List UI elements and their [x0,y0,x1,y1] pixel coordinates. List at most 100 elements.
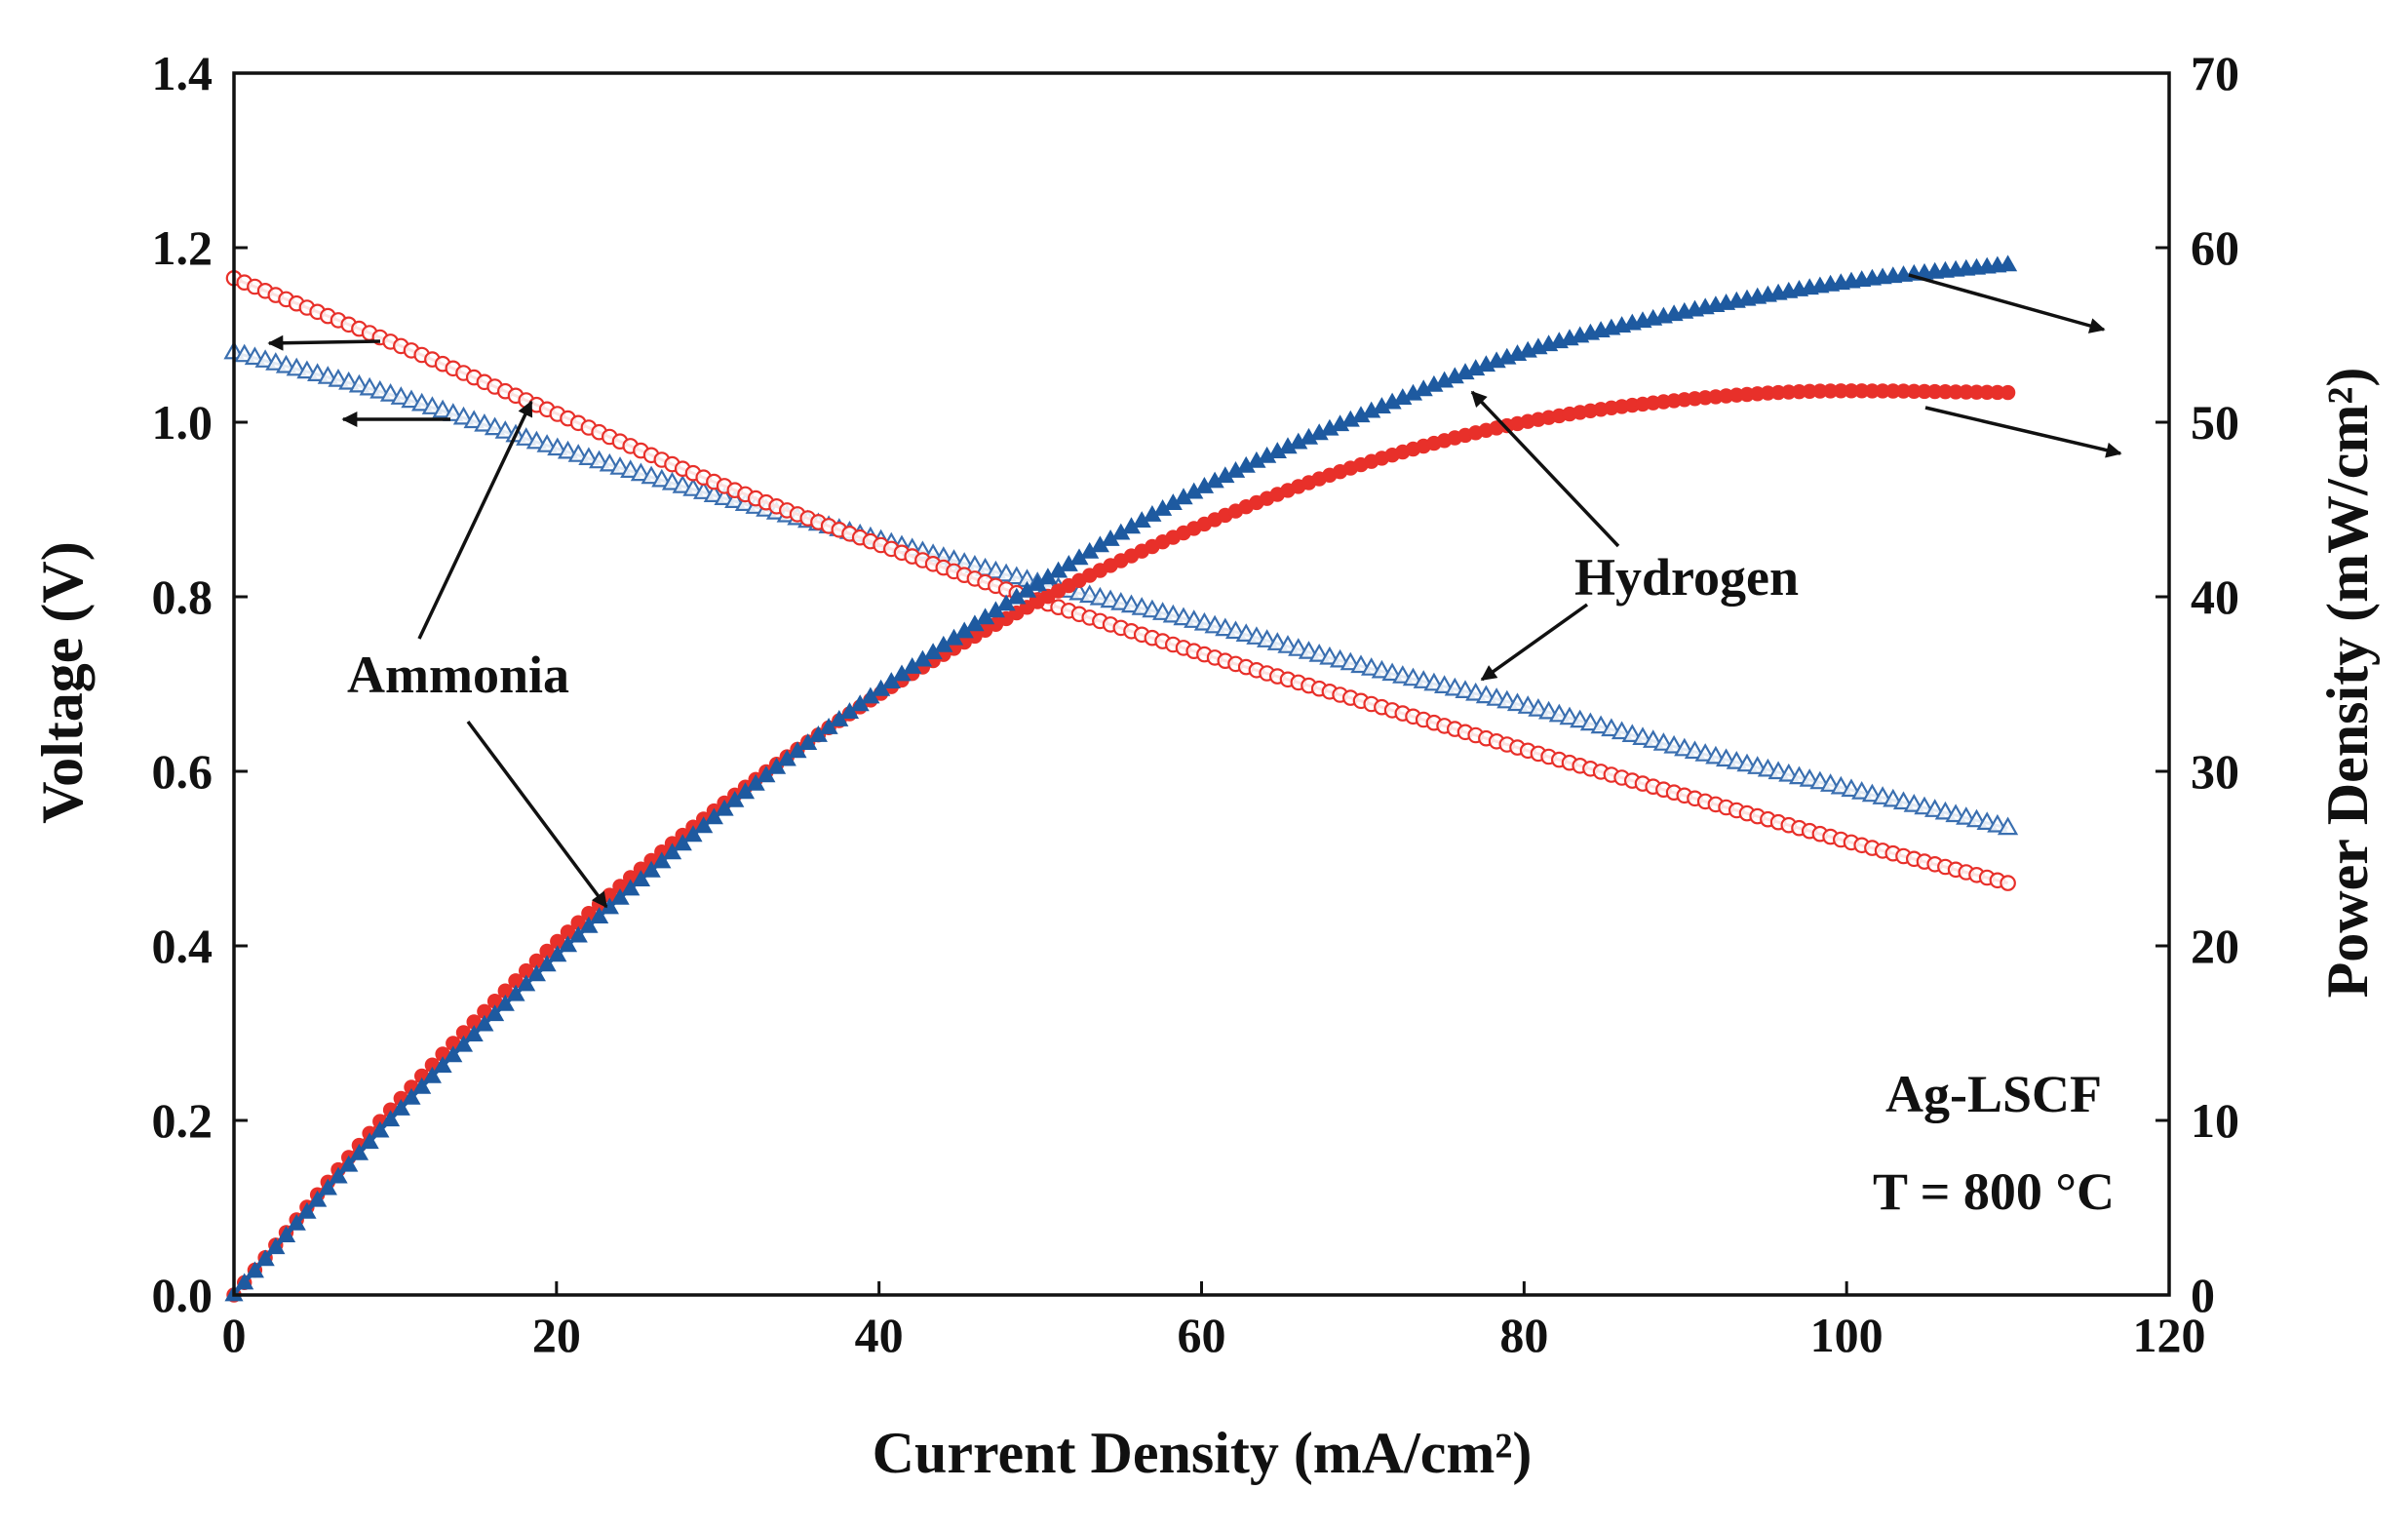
y-left-axis-title: Voltage (V) [30,541,95,823]
x-tick-label: 40 [855,1308,904,1362]
data-point [1173,607,1194,626]
data-point [567,444,589,462]
data-point [475,1014,494,1032]
data-point [359,376,380,396]
y-left-tick-label: 0.4 [152,919,214,973]
data-point [985,560,1006,579]
data-point [704,807,723,825]
x-tick-label: 20 [532,1308,581,1362]
data-point [579,916,599,933]
data-point [590,907,609,923]
data-point [558,935,578,953]
data-point [631,870,651,886]
data-point [1643,729,1664,748]
data-point [1120,594,1143,613]
data-point [693,481,715,499]
data-point [234,343,255,363]
data-point [1736,753,1758,772]
data-point [1465,682,1487,701]
data-point [1162,604,1184,623]
x-tick-label: 60 [1178,1308,1226,1362]
data-point [641,465,662,485]
data-point [662,843,682,860]
data-point [995,563,1017,582]
data-point [297,1201,317,1219]
data-point [453,1035,474,1052]
data-point [766,757,787,774]
data-point [1997,816,2019,836]
data-point [369,379,391,399]
data-point [287,1213,306,1231]
arrow-hydrogen-to-power-curve [1470,390,1620,548]
y-right-tick-label: 10 [2191,1093,2239,1148]
data-point [235,1273,254,1290]
data-point [1423,672,1445,691]
data-point [1266,632,1288,650]
data-point [349,1143,369,1160]
y-right-tick-label: 20 [2191,919,2239,973]
data-point [672,474,693,493]
data-point [1548,703,1570,723]
data-point [328,368,349,387]
data-point [307,363,329,381]
data-point [485,1004,505,1022]
data-point [609,456,631,475]
arrow-ammonia-to-power-curve [466,720,608,909]
data-point [463,410,485,429]
data-point [714,487,735,506]
data-point [338,371,360,390]
data-point [1965,808,1988,828]
data-point [1538,700,1560,720]
data-point [318,1178,337,1196]
data-point [1570,709,1591,728]
data-point [1224,620,1247,640]
data-point [329,1166,348,1184]
data-point [2000,875,2016,891]
data-point [547,437,568,456]
data-point [379,382,402,402]
data-point [1277,635,1299,653]
data-point [390,386,411,405]
data-point [1257,629,1278,647]
data-point [1193,611,1216,631]
data-point [703,484,724,503]
data-point [1747,756,1768,774]
x-axis-title: Current Density (mA/cm²) [873,1421,1533,1485]
data-point [1142,599,1163,618]
data-point [443,403,464,421]
data-point [254,349,276,368]
data-point [1579,712,1602,731]
data-point [673,834,692,851]
data-point [1663,734,1685,754]
data-point [715,799,734,816]
annotation-ammonia: Ammonia [347,646,569,704]
data-point [370,1120,390,1138]
data-point [391,1098,410,1116]
annotation-layer: Hydrogen Ammonia Ag-LSCF T = 800 °C [267,273,2122,1221]
y-right-tick-label: 30 [2191,744,2239,799]
data-point [1726,750,1747,769]
data-point [1298,641,1320,659]
series-line [232,263,2008,1296]
data-point [348,373,370,393]
data-point [1496,689,1518,709]
data-point [474,412,495,432]
data-point [516,427,537,446]
data-point [1590,715,1612,734]
data-point [422,1066,442,1083]
data-point [265,352,287,371]
data-point [548,945,567,962]
data-point [1601,718,1622,737]
data-point [1288,638,1309,656]
data-point [275,354,297,373]
data-point [1621,724,1643,743]
series-hydrogen-power [224,255,2018,1302]
data-point [652,851,672,869]
data-point [1684,740,1706,760]
y-left-tick-label: 0.0 [152,1268,214,1322]
data-point [2000,384,2016,401]
y-right-tick-label: 50 [2191,395,2239,450]
data-point [1006,566,1028,585]
y-right-tick-label: 70 [2191,46,2239,100]
